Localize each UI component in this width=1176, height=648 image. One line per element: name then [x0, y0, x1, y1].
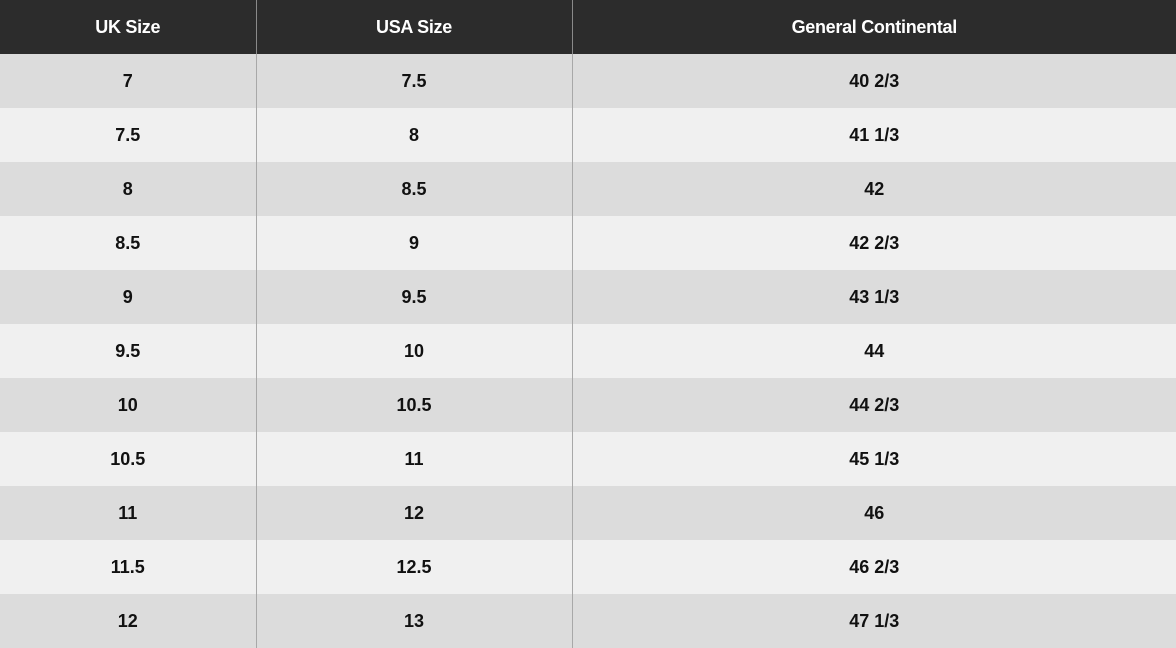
continental-size-cell: 42 2/3	[572, 216, 1176, 270]
uk-size-cell: 9	[0, 270, 257, 324]
table-row: 10.5 11 45 1/3	[0, 432, 1176, 486]
usa-size-cell: 11	[256, 432, 573, 486]
usa-size-cell: 12	[256, 486, 573, 540]
table-row: 7 7.5 40 2/3	[0, 54, 1176, 108]
usa-size-cell: 9.5	[256, 270, 573, 324]
table-row: 8.5 9 42 2/3	[0, 216, 1176, 270]
usa-size-cell: 8	[256, 108, 573, 162]
table-row: 10 10.5 44 2/3	[0, 378, 1176, 432]
usa-size-cell: 10.5	[256, 378, 573, 432]
continental-size-cell: 47 1/3	[572, 594, 1176, 648]
uk-size-cell: 8.5	[0, 216, 257, 270]
continental-size-cell: 41 1/3	[572, 108, 1176, 162]
usa-size-cell: 8.5	[256, 162, 573, 216]
continental-size-cell: 46 2/3	[572, 540, 1176, 594]
usa-size-cell: 12.5	[256, 540, 573, 594]
table-row: 9 9.5 43 1/3	[0, 270, 1176, 324]
continental-size-cell: 43 1/3	[572, 270, 1176, 324]
continental-size-cell: 40 2/3	[572, 54, 1176, 108]
usa-size-cell: 10	[256, 324, 573, 378]
uk-size-cell: 10.5	[0, 432, 257, 486]
uk-size-cell: 7	[0, 54, 257, 108]
continental-size-cell: 46	[572, 486, 1176, 540]
table-row: 8 8.5 42	[0, 162, 1176, 216]
uk-size-cell: 7.5	[0, 108, 257, 162]
continental-size-cell: 45 1/3	[572, 432, 1176, 486]
table-row: 11 12 46	[0, 486, 1176, 540]
table-row: 7.5 8 41 1/3	[0, 108, 1176, 162]
column-header-uk-size: UK Size	[0, 0, 257, 54]
usa-size-cell: 7.5	[256, 54, 573, 108]
table-row: 11.5 12.5 46 2/3	[0, 540, 1176, 594]
continental-size-cell: 44	[572, 324, 1176, 378]
continental-size-cell: 42	[572, 162, 1176, 216]
uk-size-cell: 8	[0, 162, 257, 216]
column-header-usa-size: USA Size	[256, 0, 573, 54]
uk-size-cell: 12	[0, 594, 257, 648]
continental-size-cell: 44 2/3	[572, 378, 1176, 432]
uk-size-cell: 11.5	[0, 540, 257, 594]
uk-size-cell: 9.5	[0, 324, 257, 378]
usa-size-cell: 9	[256, 216, 573, 270]
table-header-row: UK Size USA Size General Continental	[0, 0, 1176, 54]
uk-size-cell: 10	[0, 378, 257, 432]
table-row: 9.5 10 44	[0, 324, 1176, 378]
column-header-general-continental: General Continental	[572, 0, 1176, 54]
usa-size-cell: 13	[256, 594, 573, 648]
uk-size-cell: 11	[0, 486, 257, 540]
table-row: 12 13 47 1/3	[0, 594, 1176, 648]
